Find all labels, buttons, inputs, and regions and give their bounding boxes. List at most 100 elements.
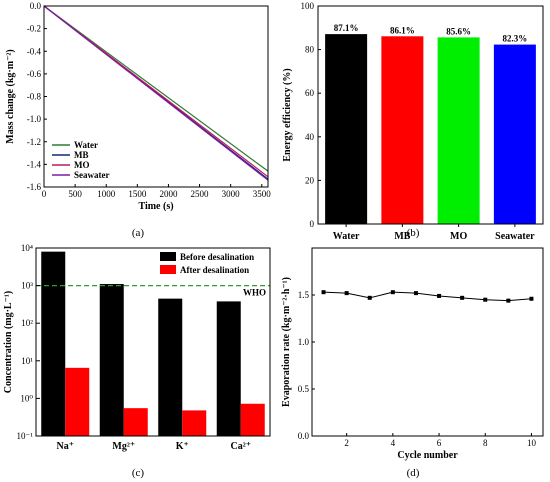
- bar-before-2: [99, 284, 124, 436]
- y-tick-label: 60: [305, 88, 315, 98]
- x-tick-label: 3000: [222, 189, 241, 199]
- data-point-6: [437, 293, 442, 298]
- bar-after-3: [182, 410, 207, 436]
- bar-before-1: [41, 251, 66, 436]
- data-point-10: [529, 296, 534, 301]
- y-tick-label: -0.2: [27, 24, 41, 34]
- x-tick-label: K⁺: [176, 441, 189, 452]
- x-tick-label: 500: [68, 189, 82, 199]
- plot-frame-b: [317, 5, 544, 225]
- x-tick-label: Seawater: [495, 231, 535, 242]
- y-tick-label: 0.0: [298, 431, 310, 441]
- y-tick-label: 0.5: [298, 384, 310, 394]
- plot-frame-d: [311, 247, 544, 437]
- y-tick-label: 10¹: [21, 356, 33, 366]
- data-point-7: [460, 295, 465, 300]
- y-tick-label: 40: [305, 132, 315, 142]
- who-label: WHO: [243, 288, 266, 298]
- legend-label: Water: [74, 140, 98, 150]
- bar-water: [325, 34, 368, 224]
- x-tick-label: 2000: [159, 189, 178, 199]
- x-tick-label: Na⁺: [57, 441, 75, 452]
- x-tick-label: MB: [394, 231, 410, 242]
- panel-d: 2 4 6 8 10 0.0 0.5 1.0 1.5 Cycle number Evaporatio…: [281, 247, 544, 461]
- bar-mb: [381, 36, 424, 224]
- panel-c: Na⁺ Mg²⁺ K⁺ Ca²⁺ WHO 10⁻¹ 10⁰ 10¹ 10² 10³ 10⁴ Befor…: [3, 243, 271, 452]
- y-tick-label: -0.8: [27, 92, 42, 102]
- x-tick-label: MO: [450, 231, 467, 242]
- bar-after-4: [240, 403, 265, 436]
- y-tick-label: 20: [305, 175, 315, 185]
- legend-swatch: [160, 265, 176, 274]
- panel-a: 0 500 1000 1500 2000 2500 3000 3500 0.0 -0.2 -0.4 -…: [5, 1, 271, 212]
- y-tick-label: 0: [310, 219, 315, 229]
- bar-after-1: [65, 367, 90, 436]
- data-point-3: [367, 295, 372, 300]
- y-tick-label: 10²: [21, 318, 33, 328]
- data-point-5: [413, 291, 418, 296]
- bar-before-4: [216, 301, 241, 436]
- x-tick-label: Mg²⁺: [112, 441, 135, 452]
- y-tick-label: 0.0: [30, 1, 42, 11]
- legend-label: After desalination: [180, 265, 249, 275]
- x-axis-label: Time (s): [138, 201, 173, 212]
- bar-after-2: [123, 408, 148, 436]
- series-line-water: [43, 5, 269, 172]
- panel-label-c: (c): [132, 467, 145, 479]
- x-tick-label: 2500: [191, 189, 210, 199]
- y-axis-label: Concentration (mg·L⁻¹): [3, 291, 14, 393]
- series-line: [323, 291, 532, 302]
- legend-swatch: [160, 252, 176, 261]
- bar-before-3: [158, 298, 183, 436]
- y-tick-label: -1.6: [27, 182, 42, 192]
- y-tick-label: 10⁰: [20, 393, 33, 403]
- y-tick-label: -1.0: [27, 114, 42, 124]
- y-tick-label: 1.5: [298, 290, 310, 300]
- y-tick-label: 10³: [21, 281, 33, 291]
- data-label: 86.1%: [390, 25, 415, 35]
- x-tick-label: 3500: [253, 189, 272, 199]
- data-point-4: [390, 290, 395, 295]
- panel-label-d: (d): [407, 467, 420, 479]
- data-point-9: [506, 298, 511, 303]
- legend-label: MB: [74, 150, 89, 160]
- panel-b: 87.1% Water 86.1% MB 85.6% MO 82.3% Seawater 0 20…: [282, 1, 544, 242]
- data-label: 85.6%: [446, 26, 471, 36]
- x-tick-label: 4: [391, 438, 396, 448]
- x-tick-label: 8: [483, 438, 488, 448]
- y-tick-label: 10⁻¹: [17, 431, 34, 441]
- y-axis-label: Energy efficiency (%): [282, 68, 293, 161]
- x-tick-label: 10: [527, 438, 537, 448]
- x-tick-label: 1000: [97, 189, 116, 199]
- x-tick-label: Water: [333, 231, 360, 242]
- legend-label: Seawater: [74, 170, 110, 180]
- y-tick-label: -0.4: [27, 46, 42, 56]
- y-axis-label: Evaporation rate (kg·m⁻²·h⁻¹): [281, 277, 292, 407]
- y-tick-label: 100: [301, 1, 315, 11]
- bar-mo: [437, 37, 480, 224]
- x-tick-label: 2: [344, 438, 349, 448]
- panel-label-a: (a): [132, 227, 145, 239]
- plot-frame-c: [35, 247, 271, 437]
- y-tick-label: -1.2: [27, 137, 41, 147]
- x-tick-label: 1500: [128, 189, 147, 199]
- x-tick-label: Ca²⁺: [231, 441, 252, 452]
- x-tick-label: 0: [42, 189, 47, 199]
- y-tick-label: 80: [305, 45, 315, 55]
- bar-seawater: [493, 44, 536, 224]
- legend-label: Before desalination: [180, 252, 254, 262]
- data-point-8: [483, 297, 488, 302]
- y-axis-label: Mass change (kg·m⁻²): [5, 49, 16, 143]
- legend-label: MO: [74, 160, 90, 170]
- data-point-1: [321, 290, 326, 295]
- x-axis-label: Cycle number: [397, 450, 458, 461]
- panel-label-b: (b): [407, 227, 420, 239]
- y-tick-label: -1.4: [27, 159, 42, 169]
- y-tick-label: 10⁴: [21, 243, 33, 253]
- x-tick-label: 6: [437, 438, 442, 448]
- data-label: 82.3%: [503, 34, 528, 44]
- data-label: 87.1%: [334, 23, 359, 33]
- series-line-seawater: [43, 5, 269, 181]
- y-tick-label: 1.0: [298, 337, 310, 347]
